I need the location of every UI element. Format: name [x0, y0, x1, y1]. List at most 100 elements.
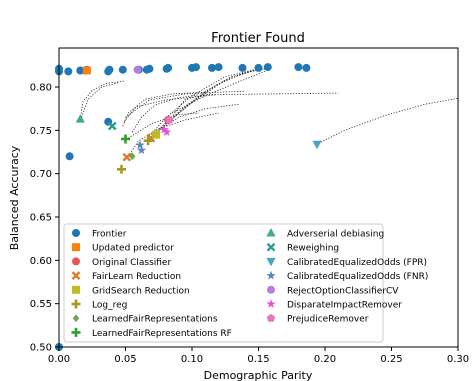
legend-item: Original Classifier — [72, 257, 171, 268]
data-point — [117, 164, 126, 174]
legend-label: GridSearch Reduction — [92, 286, 190, 296]
legend-marker — [266, 270, 276, 280]
legend-item: CalibratedEqualizedOdds (FPR) — [266, 257, 427, 268]
data-point — [107, 121, 117, 131]
x-tick-label: 0.05 — [114, 354, 136, 365]
trajectory-path — [171, 71, 266, 114]
legend-item: PrejudiceRemover — [266, 313, 369, 325]
data-point — [165, 115, 174, 124]
legend-label: CalibratedEqualizedOdds (FPR) — [287, 258, 427, 268]
legend-label: LearnedFairRepresentations RF — [92, 329, 232, 339]
data-point — [214, 63, 223, 72]
data-point — [82, 66, 91, 75]
trajectory-path — [79, 80, 126, 120]
legend-label: Frontier — [92, 230, 127, 240]
legend-label: Reweighing — [287, 244, 339, 254]
legend-item: LearnedFairRepresentations RF — [71, 327, 232, 339]
data-point — [238, 63, 247, 72]
x-tick-label: 0.10 — [181, 354, 203, 365]
legend-label: Original Classifier — [92, 258, 171, 268]
legend-item: CalibratedEqualizedOdds (FNR) — [266, 270, 428, 282]
x-tick-label: 0.25 — [380, 354, 402, 365]
legend-marker — [72, 243, 80, 252]
data-point — [118, 65, 127, 74]
trajectory-path — [162, 68, 259, 127]
y-tick-label: 0.50 — [30, 343, 52, 354]
data-point — [136, 145, 147, 155]
x-tick-label: 0.20 — [314, 354, 336, 365]
legend-marker — [266, 257, 276, 267]
y-tick-label: 0.60 — [30, 256, 52, 267]
data-point — [312, 140, 322, 150]
legend-label: RejectOptionClassifierCV — [287, 286, 399, 296]
legend-label: CalibratedEqualizedOdds (FNR) — [287, 272, 428, 282]
data-point — [145, 64, 154, 73]
legend: Frontier Updated predictor Original Classi… — [63, 223, 428, 343]
x-tick-label: 0.15 — [247, 354, 269, 365]
data-point — [64, 67, 73, 76]
legend-item: Frontier — [72, 229, 127, 240]
legend-item: DisparateImpactRemover — [266, 299, 402, 311]
legend-item: Reweighing — [266, 242, 339, 254]
data-point — [143, 136, 153, 146]
data-point — [254, 63, 263, 72]
legend-label: Updated predictor — [92, 244, 174, 254]
legend-label: LearnedFairRepresentations — [92, 315, 218, 325]
x-tick-label: 0.00 — [48, 354, 70, 365]
trajectory-path — [81, 82, 119, 118]
data-point — [152, 130, 161, 139]
path-layer — [79, 66, 459, 157]
legend-item: FairLearn Reduction — [71, 271, 181, 282]
data-point — [164, 63, 173, 72]
legend-box — [63, 223, 384, 343]
legend-marker — [266, 313, 276, 322]
data-point — [263, 63, 272, 72]
y-tick-label: 0.65 — [30, 213, 52, 224]
trajectory-path — [318, 97, 459, 144]
axes-layer: 0.00 0.05 0.10 0.15 0.20 0.25 0.30 0.50 0.55 0.60… — [30, 83, 469, 366]
legend-marker — [267, 285, 275, 294]
legend-label: DisparateImpactRemover — [287, 301, 402, 311]
legend-marker — [72, 257, 80, 266]
trajectory-path — [131, 94, 199, 133]
legend-label: FairLearn Reduction — [92, 272, 181, 282]
data-point — [133, 65, 142, 74]
legend-marker — [266, 228, 276, 237]
data-point — [162, 127, 172, 136]
legend-label: Log_reg — [92, 301, 127, 311]
y-tick-label: 0.55 — [30, 299, 52, 310]
legend-item: Log_reg — [71, 299, 127, 311]
legend-item: GridSearch Reduction — [72, 285, 190, 296]
trajectory-path — [122, 91, 206, 127]
data-point — [135, 140, 145, 149]
legend-marker — [72, 285, 80, 294]
data-point — [192, 63, 200, 72]
legend-marker — [71, 271, 81, 280]
y-tick-label: 0.75 — [30, 126, 52, 137]
data-point — [302, 63, 311, 72]
legend-item: Adverserial debiasing — [266, 228, 384, 240]
data-point — [76, 66, 85, 75]
y-axis-label: Balanced Accuracy — [8, 145, 21, 250]
y-tick-label: 0.80 — [30, 83, 52, 94]
data-point — [75, 114, 85, 123]
legend-marker — [71, 299, 81, 309]
chart-title: Frontier Found — [211, 31, 305, 46]
data-point — [105, 65, 114, 74]
trajectory-path — [125, 90, 246, 118]
data-point — [65, 152, 74, 161]
legend-marker — [266, 242, 276, 252]
y-tick-label: 0.70 — [30, 169, 52, 180]
trajectory-path — [169, 92, 339, 121]
legend-item: RejectOptionClassifierCV — [267, 285, 399, 296]
x-axis-label: Demographic Parity — [204, 369, 313, 381]
legend-marker — [266, 299, 276, 308]
legend-marker — [72, 229, 80, 237]
data-point — [294, 63, 303, 72]
legend-label: PrejudiceRemover — [287, 315, 369, 325]
legend-marker — [72, 314, 80, 323]
x-tick-label: 0.30 — [447, 354, 469, 365]
data-point — [159, 124, 169, 134]
data-point — [122, 152, 132, 162]
